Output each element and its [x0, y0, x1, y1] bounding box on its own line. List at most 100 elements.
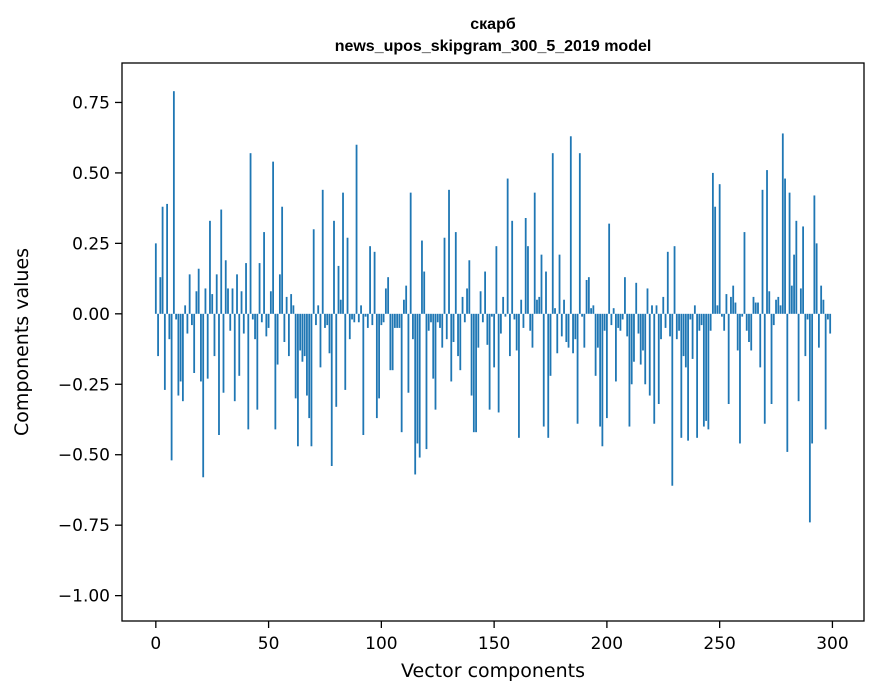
bar — [393, 313, 396, 328]
bar — [245, 263, 247, 314]
bar — [202, 313, 205, 478]
bar — [630, 313, 633, 385]
bar — [236, 274, 238, 314]
bar — [689, 313, 692, 320]
bar — [779, 305, 782, 314]
bar — [761, 189, 764, 314]
bar — [472, 313, 475, 433]
bar — [299, 313, 302, 351]
bar — [172, 91, 175, 314]
bar — [240, 291, 243, 314]
bar — [418, 313, 421, 458]
bar — [529, 313, 532, 331]
bar — [772, 313, 775, 326]
bar — [468, 260, 471, 314]
bar — [669, 313, 671, 337]
bar — [276, 313, 279, 365]
bar — [369, 246, 371, 314]
bar — [301, 313, 304, 362]
bar — [790, 285, 793, 314]
bar — [324, 313, 326, 328]
bar — [448, 189, 450, 314]
bar — [421, 240, 423, 314]
bar — [378, 313, 380, 399]
bar — [454, 232, 457, 314]
bar — [795, 220, 798, 314]
bar — [317, 305, 320, 314]
bar — [389, 313, 392, 371]
bar — [443, 237, 446, 314]
bar — [511, 220, 514, 314]
bar — [355, 144, 358, 314]
x-tick-label: 100 — [365, 634, 397, 654]
bar — [506, 178, 509, 314]
bar — [360, 305, 362, 314]
bar — [200, 313, 202, 382]
bar — [181, 313, 184, 402]
bar — [308, 313, 311, 419]
bar — [549, 313, 552, 376]
bar — [430, 313, 432, 323]
bar — [775, 299, 777, 314]
bar — [545, 271, 547, 314]
bar — [815, 243, 818, 314]
bar — [499, 313, 502, 334]
x-tick-label: 50 — [258, 634, 280, 654]
bar — [328, 313, 331, 354]
bar — [538, 296, 541, 314]
bar — [319, 313, 322, 368]
bar — [251, 313, 254, 320]
bar — [283, 313, 286, 342]
bar — [154, 243, 157, 314]
bar — [475, 313, 477, 433]
bar — [691, 313, 694, 359]
bar — [693, 305, 696, 314]
bar — [542, 313, 545, 427]
bar — [533, 192, 536, 314]
bar — [648, 313, 651, 396]
bar — [802, 226, 804, 314]
bar — [660, 313, 662, 340]
bar — [303, 313, 306, 357]
bar — [227, 288, 229, 314]
bar — [723, 313, 726, 331]
bar — [822, 299, 825, 314]
bar — [569, 136, 572, 314]
bar — [784, 178, 786, 314]
bar — [461, 296, 464, 314]
bar — [191, 313, 193, 326]
bar — [281, 206, 284, 314]
bar — [326, 313, 329, 326]
bar — [572, 313, 574, 354]
bar — [321, 189, 324, 314]
bar — [220, 209, 223, 314]
bar — [752, 296, 755, 314]
bar — [675, 313, 678, 340]
y-axis-label: Components values — [11, 248, 33, 436]
bar — [644, 313, 647, 385]
bar — [170, 313, 173, 461]
bar — [592, 305, 595, 314]
bar — [366, 313, 369, 328]
bar — [297, 313, 299, 447]
bar — [827, 313, 829, 320]
bar — [524, 218, 527, 314]
bar — [364, 313, 367, 317]
bar — [678, 313, 680, 331]
bar — [666, 251, 669, 314]
bar — [254, 313, 256, 340]
bar — [574, 313, 577, 340]
bar — [781, 133, 784, 314]
bar — [599, 313, 602, 427]
bar — [412, 313, 414, 340]
bar — [242, 313, 245, 334]
bar — [793, 254, 795, 314]
bar — [405, 285, 408, 314]
bar — [563, 299, 565, 314]
bar — [628, 313, 631, 427]
bar — [488, 313, 491, 410]
bar — [222, 313, 225, 393]
bar — [509, 313, 511, 357]
bar — [594, 313, 597, 376]
bar — [745, 313, 748, 331]
